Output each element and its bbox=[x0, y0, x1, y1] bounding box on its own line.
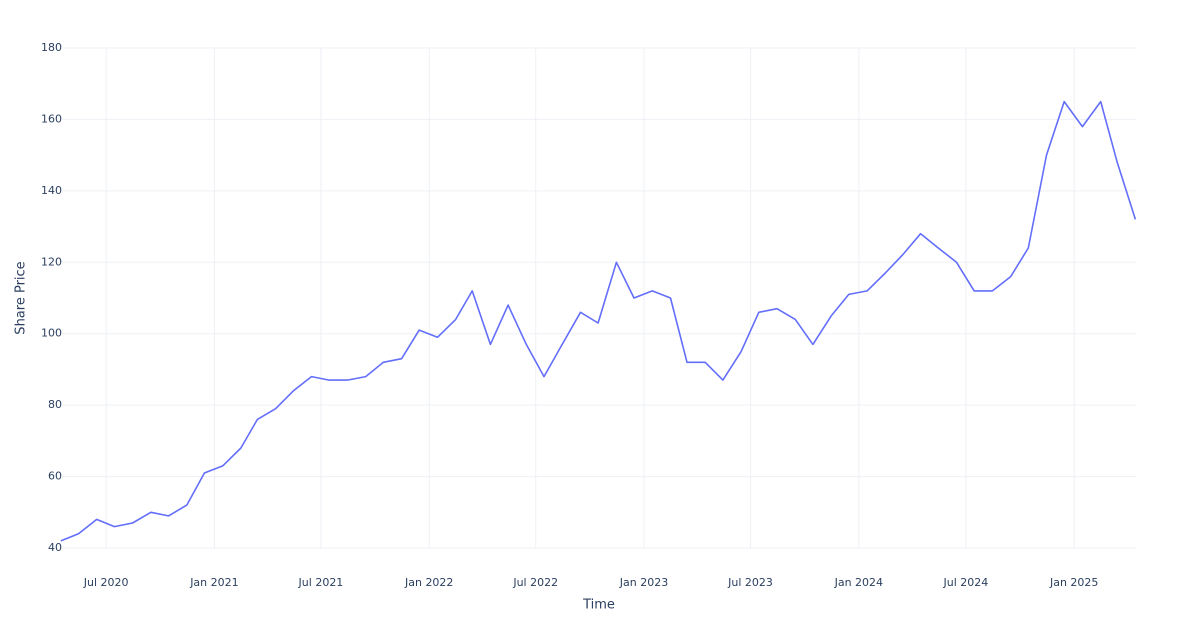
y-tick-label: 100 bbox=[41, 327, 62, 340]
y-axis-title: Share Price bbox=[14, 261, 29, 334]
x-tick-label: Jan 2024 bbox=[834, 576, 883, 589]
y-tick-label: 160 bbox=[41, 112, 62, 125]
line-series bbox=[60, 100, 1137, 542]
x-tick-label: Jan 2022 bbox=[404, 576, 453, 589]
y-tick-label: 60 bbox=[48, 470, 62, 483]
x-tick-label: Jan 2021 bbox=[189, 576, 238, 589]
y-tick-label: 40 bbox=[48, 541, 62, 554]
x-tick-label: Jul 2021 bbox=[298, 576, 344, 589]
x-tick-label: Jan 2023 bbox=[619, 576, 668, 589]
y-tick-label: 140 bbox=[41, 184, 62, 197]
x-tick-label: Jul 2024 bbox=[943, 576, 989, 589]
y-tick-label: 180 bbox=[41, 41, 62, 54]
x-tick-label: Jul 2022 bbox=[512, 576, 558, 589]
y-tick-label: 80 bbox=[48, 398, 62, 411]
x-tick-label: Jul 2023 bbox=[727, 576, 773, 589]
x-axis-title: Time bbox=[582, 598, 615, 613]
y-tick-label: 120 bbox=[41, 255, 62, 268]
x-tick-label: Jul 2020 bbox=[83, 576, 129, 589]
x-tick-label: Jan 2025 bbox=[1049, 576, 1098, 589]
